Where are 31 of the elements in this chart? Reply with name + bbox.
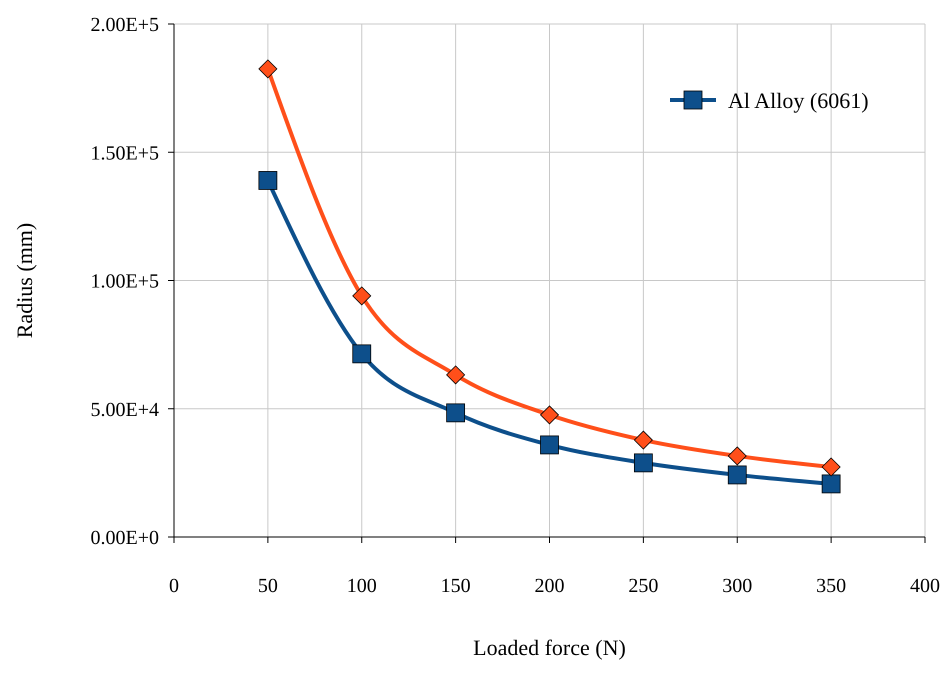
point (634, 430, 653, 450)
x-tick-label: 400 (910, 575, 940, 597)
x-axis-title: Loaded force (N) (473, 635, 626, 660)
point (728, 446, 747, 466)
x-tick-label: 50 (258, 575, 278, 597)
point (258, 59, 278, 78)
y-tick-label: 1.50E+5 (90, 142, 159, 164)
point (822, 458, 841, 476)
point (728, 466, 747, 484)
legend-label: Al Alloy (6061) (728, 88, 869, 113)
point (446, 403, 466, 422)
y-axis-title: Radius (mm) (12, 222, 37, 338)
point (634, 453, 653, 472)
x-tick-label: 0 (169, 575, 179, 597)
point (822, 474, 841, 494)
point (352, 286, 372, 306)
point (352, 344, 372, 364)
y-tick-label: 2.00E+5 (90, 14, 159, 36)
x-tick-label: 350 (816, 575, 846, 597)
point (540, 406, 559, 424)
point (540, 436, 559, 454)
x-tick-label: 100 (346, 575, 377, 597)
y-tick-label: 5.00E+4 (90, 398, 159, 421)
point (446, 365, 466, 384)
y-tick-label: 1.00E+5 (90, 270, 159, 292)
y-tick-label: 0.00E+0 (90, 527, 159, 549)
point (258, 171, 278, 190)
x-tick-label: 150 (440, 575, 471, 597)
x-tick-label: 200 (534, 575, 564, 597)
x-tick-label: 250 (628, 575, 658, 597)
x-tick-label: 300 (722, 575, 752, 597)
